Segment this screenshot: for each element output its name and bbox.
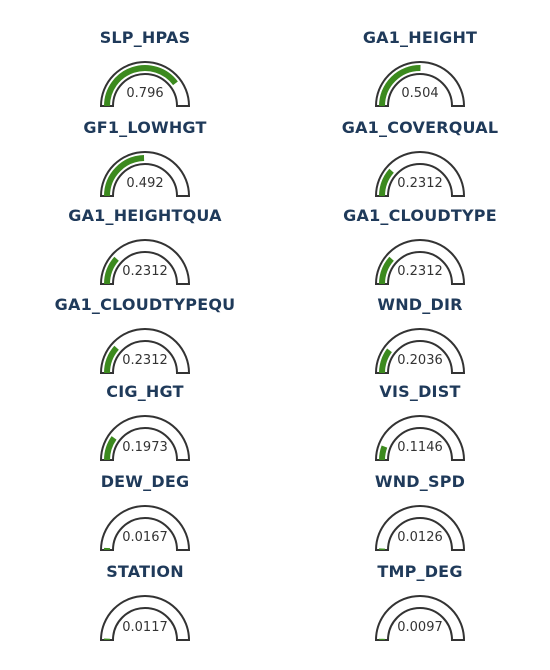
gauge-value-label: 0.796	[126, 86, 164, 101]
gauge-ga1-cloudtypequ: GA1_CLOUDTYPEQU 0.2312	[25, 295, 265, 385]
gauge-value-arc	[104, 436, 117, 461]
gauge-value-label: 0.0117	[122, 620, 168, 635]
gauge-tmp-deg: TMP_DEG 0.0097	[300, 562, 540, 652]
gauge-value-label: 0.2312	[397, 264, 443, 279]
gauge-value-label: 0.2312	[122, 353, 168, 368]
gauge-title: GA1_HEIGHTQUA	[68, 206, 222, 225]
gauge-dew-deg: DEW_DEG 0.0167	[25, 472, 265, 562]
gauge-title: GF1_LOWHGT	[83, 118, 207, 137]
gauge-value-label: 0.0097	[397, 620, 443, 635]
gauge-title: TMP_DEG	[377, 562, 463, 581]
gauge-title: SLP_HPAS	[99, 28, 191, 47]
gauge-dial	[99, 595, 191, 641]
gauge-dial	[99, 415, 191, 461]
gauge-value-arc	[379, 256, 394, 285]
gauge-outline	[99, 415, 191, 461]
gauge-ga1-heightqua: GA1_HEIGHTQUA 0.2312	[25, 206, 265, 296]
gauge-dial	[374, 239, 466, 285]
gauge-dial	[374, 595, 466, 641]
gauge-wnd-dir: WND_DIR 0.2036	[300, 295, 540, 385]
gauge-wnd-spd: WND_SPD 0.0126	[300, 472, 540, 562]
gauge-gf1-lowhgt: GF1_LOWHGT 0.492	[25, 118, 265, 208]
gauge-vis-dist: VIS_DIST 0.1146	[300, 382, 540, 472]
gauge-dial	[99, 151, 191, 197]
gauge-title: WND_SPD	[374, 472, 466, 491]
gauge-value-arc	[379, 445, 388, 461]
gauge-title: DEW_DEG	[100, 472, 190, 491]
gauge-dial	[374, 328, 466, 374]
gauge-value-label: 0.504	[401, 86, 439, 101]
gauge-title: VIS_DIST	[379, 382, 461, 401]
gauge-outline	[99, 505, 191, 551]
gauge-outline	[99, 595, 191, 641]
gauge-value-label: 0.2312	[122, 264, 168, 279]
gauge-dial	[99, 61, 191, 107]
gauge-value-arc	[379, 168, 394, 197]
gauge-outline	[374, 415, 466, 461]
gauge-slp-hpas: SLP_HPAS 0.796	[25, 28, 265, 118]
gauge-title: GA1_CLOUDTYPE	[343, 206, 497, 225]
gauge-title: GA1_CLOUDTYPEQU	[54, 295, 236, 314]
gauge-outline	[99, 328, 191, 374]
gauge-value-label: 0.1973	[122, 440, 168, 455]
gauge-outline	[374, 328, 466, 374]
gauge-outline	[99, 239, 191, 285]
gauge-dial	[99, 328, 191, 374]
gauge-dial	[374, 415, 466, 461]
gauge-value-label: 0.2312	[397, 176, 443, 191]
gauge-value-label: 0.2036	[397, 353, 443, 368]
gauge-station: STATION 0.0117	[25, 562, 265, 652]
gauge-cig-hgt: CIG_HGT 0.1973	[25, 382, 265, 472]
gauge-title: GA1_COVERQUAL	[341, 118, 499, 137]
gauge-outline	[374, 151, 466, 197]
gauge-ga1-coverqual: GA1_COVERQUAL 0.2312	[300, 118, 540, 208]
gauge-title: WND_DIR	[377, 295, 463, 314]
gauge-dial	[374, 61, 466, 107]
gauge-dial	[99, 239, 191, 285]
gauge-value-label: 0.492	[126, 176, 164, 191]
gauge-outline	[374, 239, 466, 285]
gauge-value-arc	[104, 256, 119, 285]
gauge-outline	[374, 595, 466, 641]
gauge-dial	[374, 505, 466, 551]
gauge-value-label: 0.0126	[397, 530, 443, 545]
gauge-value-arc	[104, 65, 178, 107]
gauge-value-arc	[379, 65, 421, 107]
gauge-value-arc	[379, 348, 393, 374]
gauge-title: CIG_HGT	[106, 382, 184, 401]
gauge-dial	[99, 505, 191, 551]
gauge-value-label: 0.0167	[122, 530, 168, 545]
gauge-ga1-height: GA1_HEIGHT 0.504	[300, 28, 540, 118]
gauge-dial	[374, 151, 466, 197]
gauge-title: STATION	[106, 562, 184, 581]
gauge-value-arc	[104, 155, 145, 197]
gauge-title: GA1_HEIGHT	[362, 28, 478, 47]
gauge-value-label: 0.1146	[397, 440, 443, 455]
gauge-value-arc	[104, 345, 119, 374]
gauge-outline	[374, 505, 466, 551]
gauge-ga1-cloudtype: GA1_CLOUDTYPE 0.2312	[300, 206, 540, 296]
